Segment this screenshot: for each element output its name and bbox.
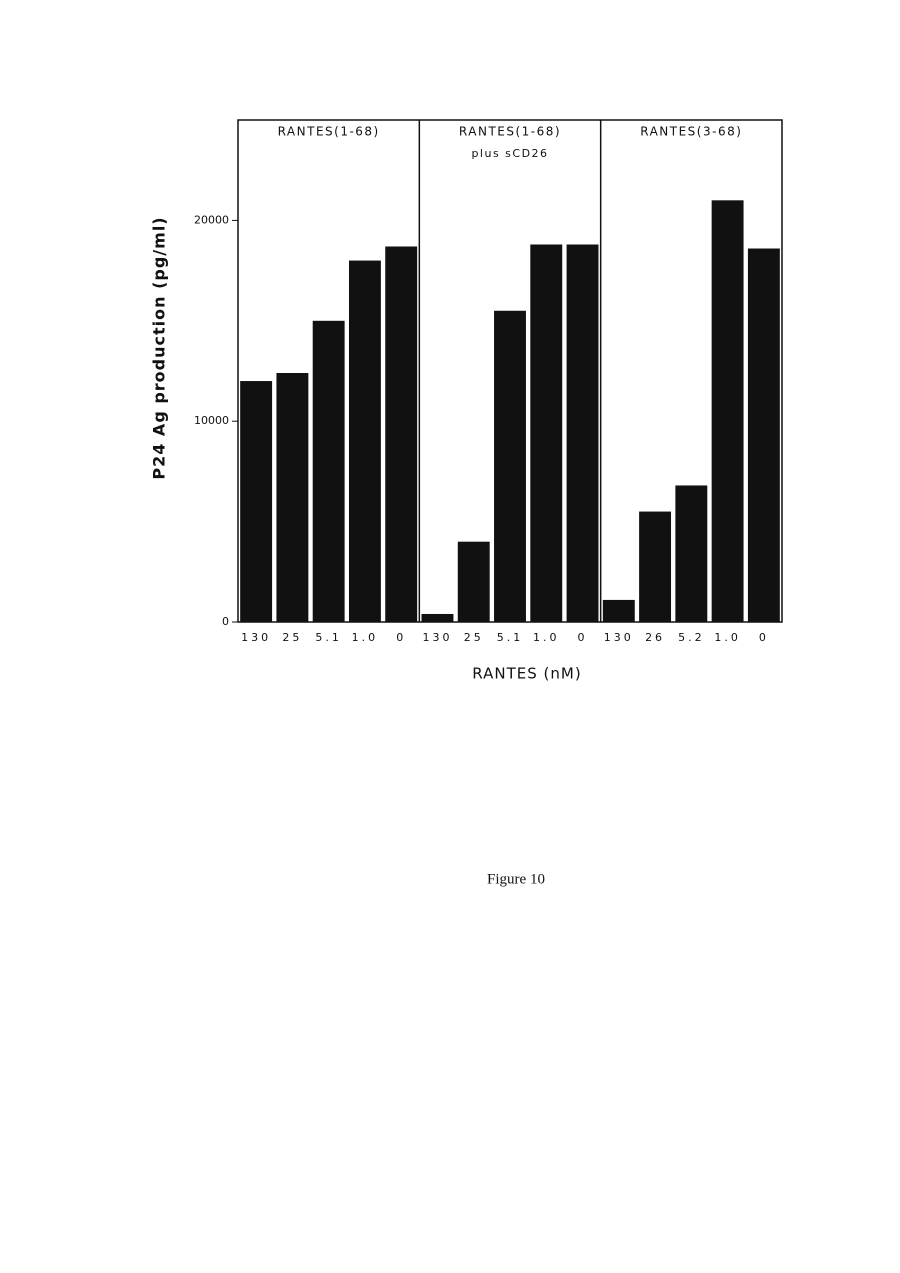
y-tick-label: 10000 [194, 414, 229, 427]
x-tick-label: 5.1 [315, 631, 342, 644]
panel-title: RANTES(1-68) [278, 125, 380, 139]
bar [530, 244, 562, 622]
figure-caption: Figure 10 [487, 871, 545, 887]
x-tick-label: 130 [241, 631, 271, 644]
x-tick-label: 0 [759, 631, 769, 644]
bar [567, 244, 599, 622]
bar [603, 600, 635, 622]
page: P24 Ag production (pg/ml) RANTES (nM) Fi… [0, 0, 900, 1273]
x-tick-label: 1.0 [533, 631, 560, 644]
x-tick-label: 0 [578, 631, 588, 644]
y-axis-label: P24 Ag production (pg/ml) [150, 216, 169, 479]
x-tick-label: 26 [645, 631, 665, 644]
x-tick-label: 130 [422, 631, 452, 644]
x-tick-label: 1.0 [714, 631, 741, 644]
bar [458, 542, 490, 622]
figure: P24 Ag production (pg/ml) RANTES (nM) Fi… [0, 0, 900, 1273]
panel-title: RANTES(3-68) [640, 125, 742, 139]
panel-title: plus sCD26 [471, 147, 548, 160]
bar [639, 512, 671, 622]
bar [385, 247, 417, 622]
x-tick-label: 5.2 [678, 631, 705, 644]
x-axis-label: RANTES (nM) [472, 665, 581, 683]
x-tick-label: 5.1 [497, 631, 524, 644]
bar [349, 261, 381, 622]
bar [240, 381, 272, 622]
x-tick-label: 1.0 [352, 631, 379, 644]
bar [494, 311, 526, 622]
panel-title: RANTES(1-68) [459, 125, 561, 139]
y-tick-label: 0 [222, 615, 229, 628]
bar [675, 485, 707, 622]
bar [748, 249, 780, 622]
x-tick-label: 25 [464, 631, 484, 644]
bar [712, 200, 744, 622]
bar [313, 321, 345, 622]
bar [422, 614, 454, 622]
x-tick-label: 25 [282, 631, 302, 644]
bar [276, 373, 308, 622]
x-tick-label: 0 [396, 631, 406, 644]
x-tick-label: 130 [604, 631, 634, 644]
y-tick-label: 20000 [194, 213, 229, 226]
